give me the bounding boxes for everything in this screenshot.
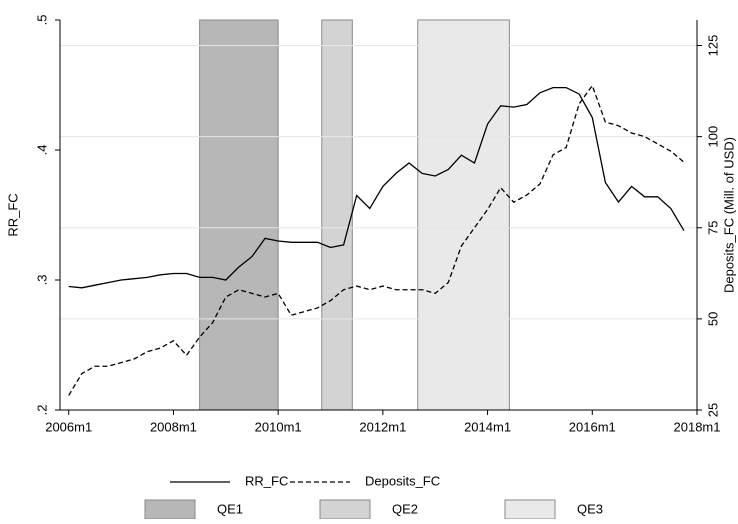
y2-tick-label: 125 [705, 35, 720, 57]
y-axis-title: RR_FC [5, 193, 20, 236]
x-tick-label: 2010m1 [255, 419, 302, 434]
y2-tick-label: 50 [705, 312, 720, 326]
x-tick-label: 2008m1 [150, 419, 197, 434]
y2-axis-title: Deposits_FC (Mill. of USD) [721, 137, 736, 293]
y2-tick-label: 25 [705, 403, 720, 417]
x-tick-label: 2012m1 [359, 419, 406, 434]
shaded-region [199, 19, 279, 411]
x-tick-label: 2014m1 [464, 419, 511, 434]
legend-label: QE3 [577, 501, 603, 516]
legend-swatch [144, 499, 196, 520]
shaded-region [417, 19, 510, 411]
legend-swatch [319, 499, 371, 520]
x-tick-label: 2006m1 [45, 419, 92, 434]
series-line [68, 86, 685, 289]
y2-tick-label: 75 [705, 221, 720, 235]
y2-tick-label: 100 [705, 126, 720, 148]
y-tick-label: .3 [34, 275, 49, 286]
legend-label: QE1 [217, 501, 243, 516]
x-tick-label: 2016m1 [569, 419, 616, 434]
legend-swatch [504, 499, 556, 520]
shaded-region [321, 19, 353, 411]
y-tick-label: .2 [34, 405, 49, 416]
x-tick-label: 2018m1 [674, 419, 721, 434]
legend-label: Deposits_FC [365, 473, 440, 488]
y-tick-label: .4 [34, 145, 49, 156]
legend-label: QE2 [392, 501, 418, 516]
legend-label: RR_FC [245, 473, 288, 488]
series-line [68, 84, 685, 396]
y-tick-label: .5 [34, 15, 49, 26]
